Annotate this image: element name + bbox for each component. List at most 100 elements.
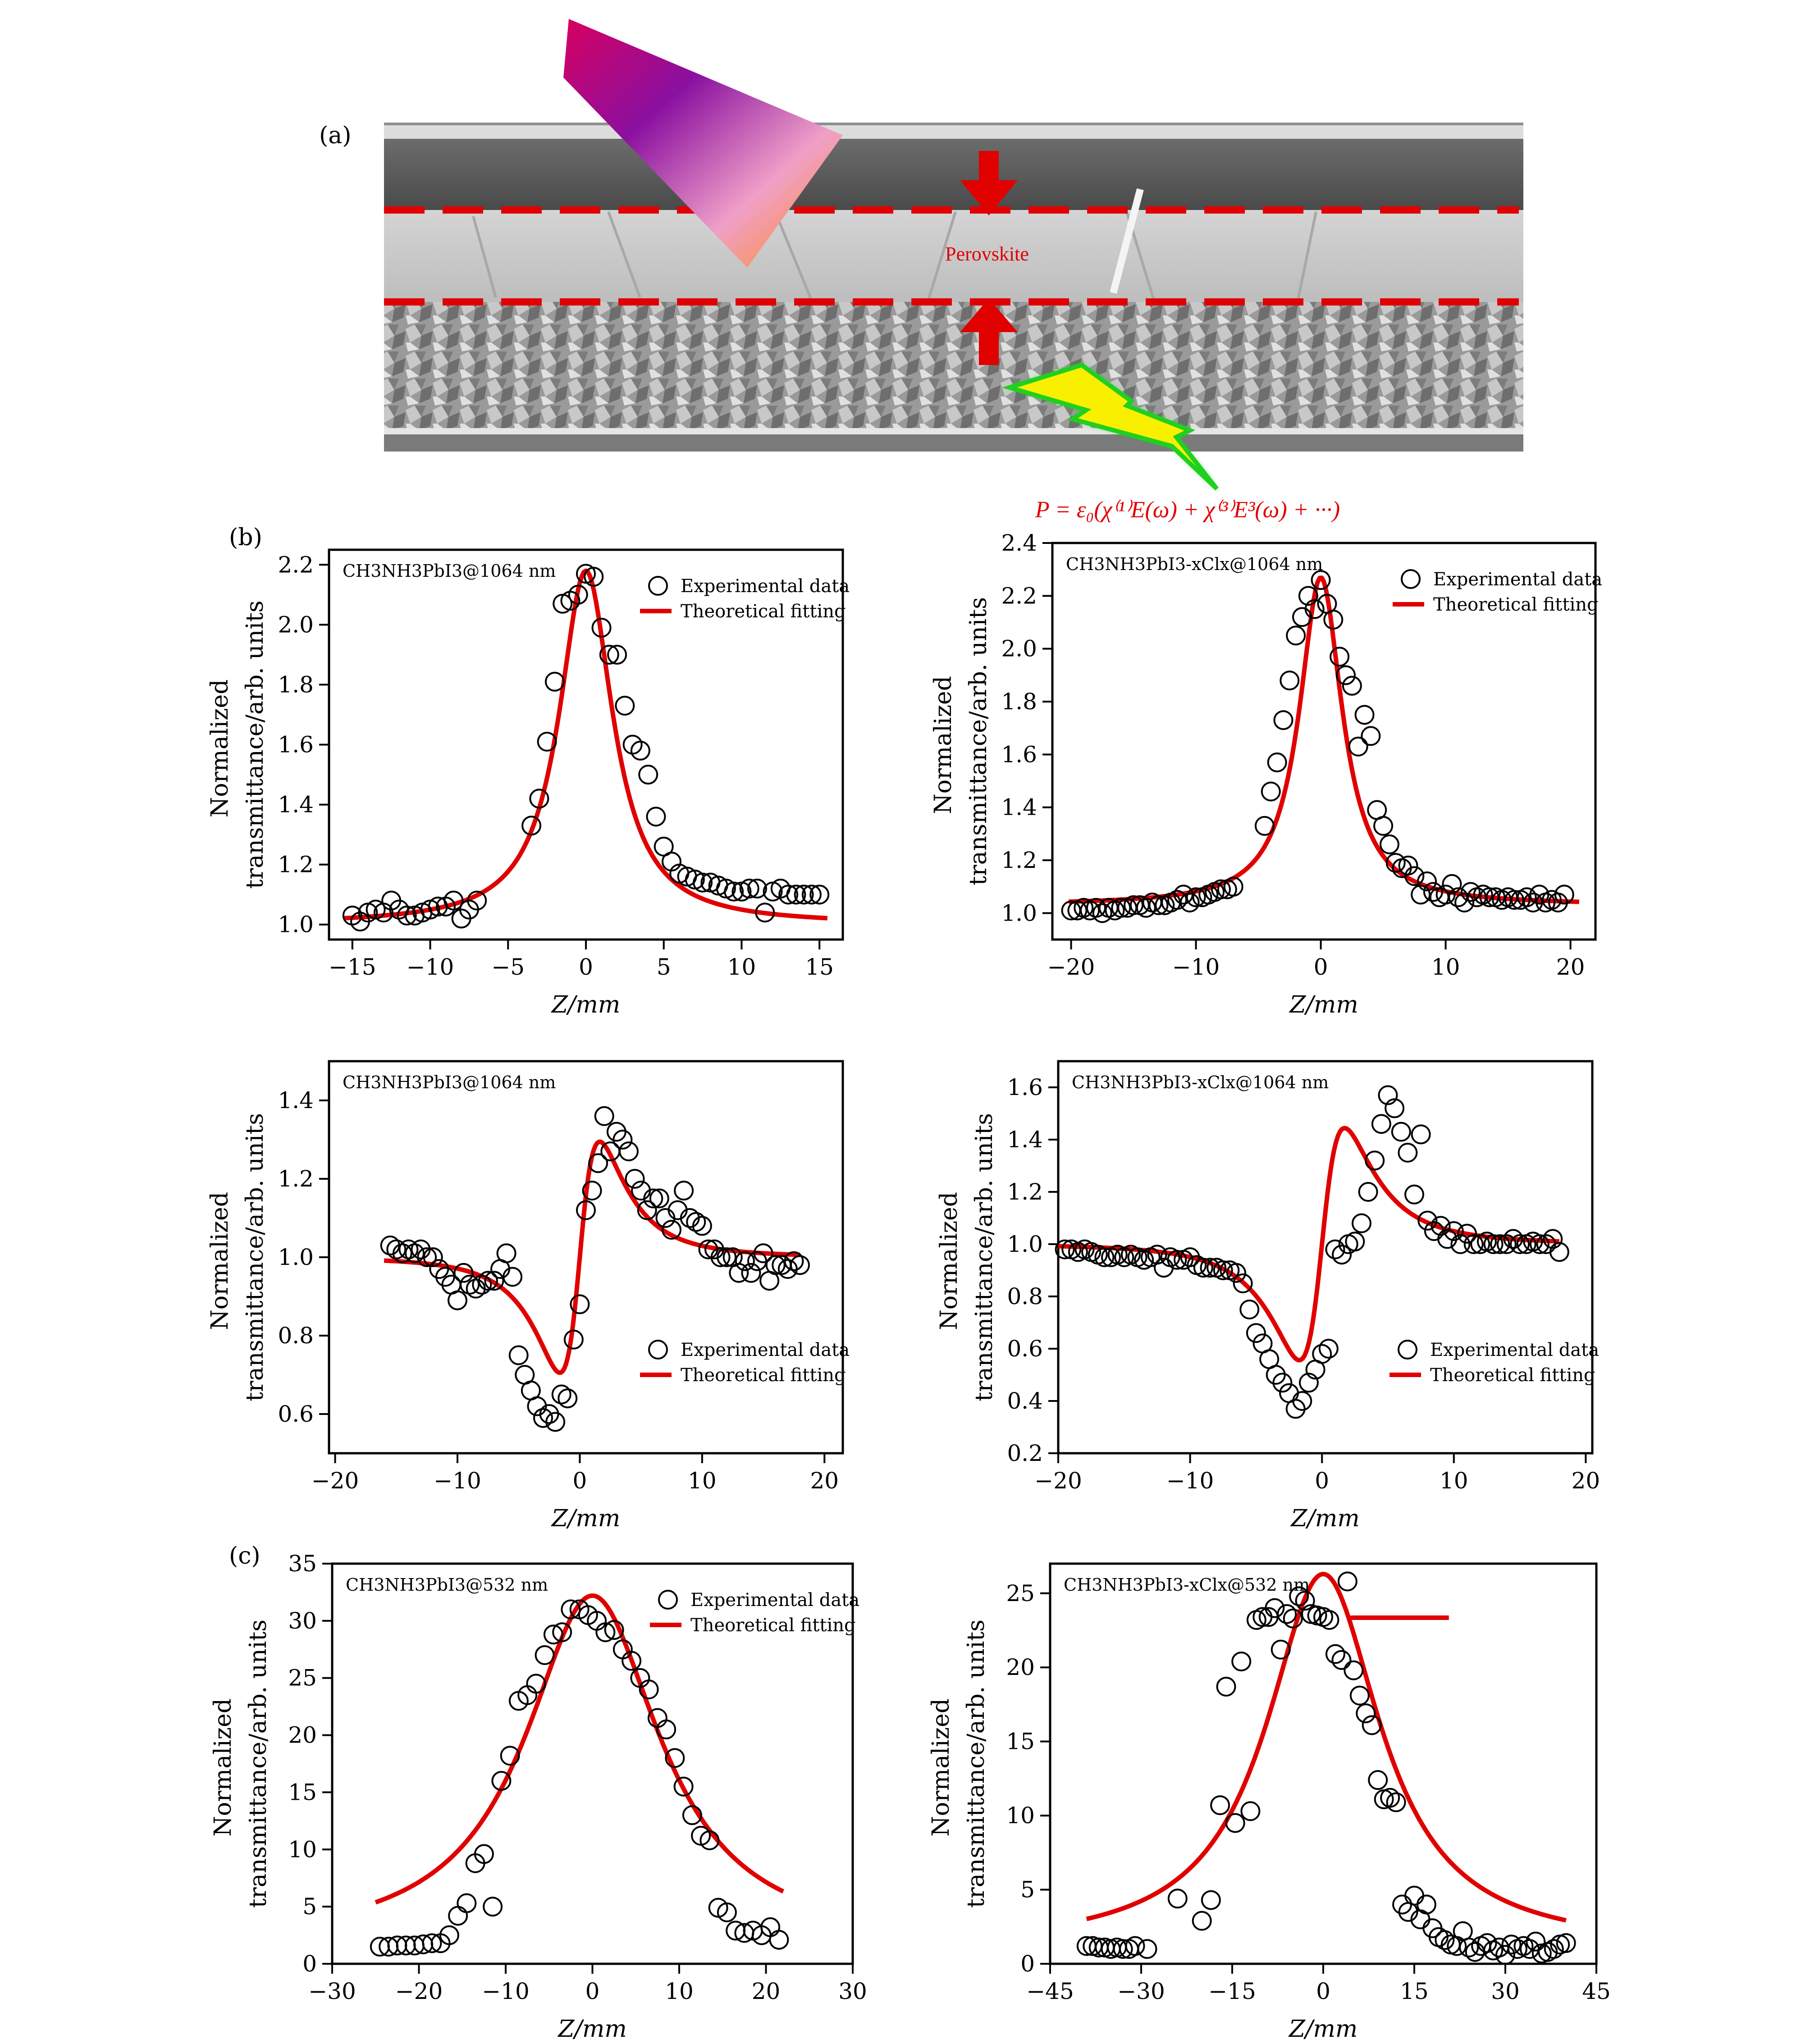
- legend-experimental-label: Experimental data: [690, 1590, 859, 1611]
- data-point: [630, 740, 650, 761]
- data-point: [1379, 834, 1399, 854]
- data-point: [1193, 1258, 1213, 1278]
- data-point: [637, 1200, 657, 1220]
- legend: Experimental data Theoretical fitting: [640, 576, 850, 622]
- y-tick-label: 1.8: [1001, 689, 1037, 715]
- data-point: [1361, 726, 1381, 746]
- y-tick-label: 15: [1006, 1729, 1035, 1755]
- legend: Experimental data Theoretical fitting: [1393, 569, 1602, 615]
- chart-b-top-left: −15 −10 −5 0 5 10 15 1.0 1.2 1.4 1.6 1.8 2.0 2.2 CH3N…: [206, 548, 850, 1018]
- y-tick-label: 2.2: [278, 552, 314, 578]
- plot-area: −15 −10 −5 0 5 10 15 1.0 1.2 1.4 1.6 1.8 2.0 2.2: [278, 548, 844, 980]
- x-axis-label: Z/mm: [557, 2016, 626, 2043]
- data-point: [484, 1271, 504, 1291]
- y-tick-label: 1.0: [278, 912, 314, 938]
- y-axis-label: Normalized transmittance/arb. units: [210, 1620, 272, 1908]
- x-tick-label: 10: [688, 1468, 717, 1494]
- data-point: [646, 807, 666, 827]
- data-point: [1201, 1890, 1221, 1910]
- data-point: [786, 885, 806, 905]
- data-point: [1295, 1591, 1315, 1611]
- data-point: [1312, 1344, 1332, 1364]
- data-point: [582, 1181, 602, 1201]
- data-point: [1273, 710, 1294, 730]
- data-point: [448, 1906, 468, 1926]
- data-point: [643, 1188, 663, 1209]
- chart-b-top-right: −20 −10 0 10 20 1.0 1.2 1.4 1.6 1.8 2.0 2.2 2.4 CH3N…: [930, 530, 1602, 1018]
- x-tick-label: 20: [1572, 1468, 1600, 1494]
- data-point: [521, 816, 542, 836]
- legend-marker-experimental: [648, 576, 668, 596]
- y-tick-label: 0.6: [278, 1401, 314, 1427]
- y-tick-label: 1.2: [1007, 1179, 1043, 1205]
- data-point: [467, 890, 487, 911]
- data-point: [1216, 1676, 1236, 1697]
- data-point: [1231, 1652, 1252, 1672]
- data-point: [794, 885, 814, 905]
- data-point: [1457, 1223, 1477, 1244]
- data-point: [1261, 781, 1281, 802]
- x-tick-label: 0: [585, 1978, 600, 2004]
- y-tick-label: 0.2: [1007, 1440, 1043, 1466]
- data-point: [422, 1933, 442, 1953]
- data-point: [457, 1893, 477, 1913]
- chart-b-bottom-right: −20 −10 0 10 20 0.2 0.4 0.6 0.8 1.0 1.2 1.4 1.6 CH3N…: [936, 1060, 1600, 1532]
- legend: Experimental data Theoretical fitting: [1389, 1340, 1599, 1386]
- data-point: [1330, 647, 1350, 667]
- data-point: [1325, 1239, 1345, 1259]
- y-tick-label: 2.0: [278, 611, 314, 638]
- x-tick-label: 0: [573, 1468, 587, 1494]
- data-point: [537, 731, 557, 752]
- data-point: [397, 905, 417, 926]
- data-point: [491, 1771, 512, 1791]
- y-axis-label-line2: transmittance/arb. units: [971, 1113, 998, 1401]
- y-tick-label: 1.2: [278, 852, 314, 878]
- data-point: [478, 1271, 498, 1291]
- data-point: [496, 1243, 516, 1264]
- x-tick-label: −20: [395, 1978, 443, 2004]
- data-point: [1454, 892, 1475, 912]
- y-axis-label-line1: Normalized: [206, 679, 233, 817]
- data-point: [1549, 1242, 1569, 1262]
- data-point: [1404, 866, 1425, 886]
- data-point: [1272, 1373, 1293, 1393]
- data-point: [1362, 1715, 1382, 1735]
- data-point: [1266, 1365, 1286, 1385]
- data-point: [1254, 816, 1275, 836]
- data-point: [693, 872, 713, 893]
- data-point: [1386, 1792, 1406, 1812]
- fit-curve: [1086, 1572, 1567, 1923]
- data-point: [1435, 1930, 1455, 1950]
- data-point: [656, 1719, 676, 1739]
- y-tick-label: 1.0: [278, 1244, 314, 1270]
- data-point: [735, 1251, 755, 1271]
- data-point: [1544, 1939, 1564, 1959]
- data-point: [474, 1844, 494, 1864]
- data-point: [1543, 1229, 1563, 1249]
- data-point: [398, 1239, 419, 1259]
- data-point: [1213, 1260, 1233, 1280]
- legend-marker-experimental: [1401, 569, 1421, 589]
- legend-theoretical-label: Theoretical fitting: [1430, 1365, 1595, 1386]
- data-point: [1210, 1795, 1230, 1816]
- legend-experimental-label: Experimental data: [1433, 569, 1602, 590]
- data-point: [1342, 675, 1362, 696]
- x-tick-label: 0: [1314, 954, 1328, 980]
- x-tick-label: 30: [838, 1978, 867, 2004]
- data-point: [1289, 1586, 1309, 1606]
- data-point: [1332, 1245, 1352, 1265]
- chart-title: CH3NH3PbI3@1064 nm: [343, 561, 556, 581]
- data-point: [594, 1106, 614, 1126]
- chart-title: CH3NH3PbI3-xClx@532 nm: [1064, 1575, 1310, 1595]
- fit-curve: [1068, 575, 1580, 904]
- data-point: [625, 1169, 645, 1189]
- data-point: [1337, 1571, 1358, 1592]
- data-point: [724, 881, 744, 902]
- y-tick-label: 1.0: [1007, 1231, 1043, 1257]
- y-tick-label: 2.4: [1001, 530, 1037, 556]
- data-point: [1529, 1234, 1549, 1254]
- data-point: [453, 1263, 474, 1283]
- polarization-equation: P = ε₀(χ⁽¹⁾E(ω) + χ⁽³⁾E³(ω) + ···): [1035, 497, 1340, 523]
- y-tick-label: 15: [288, 1779, 317, 1805]
